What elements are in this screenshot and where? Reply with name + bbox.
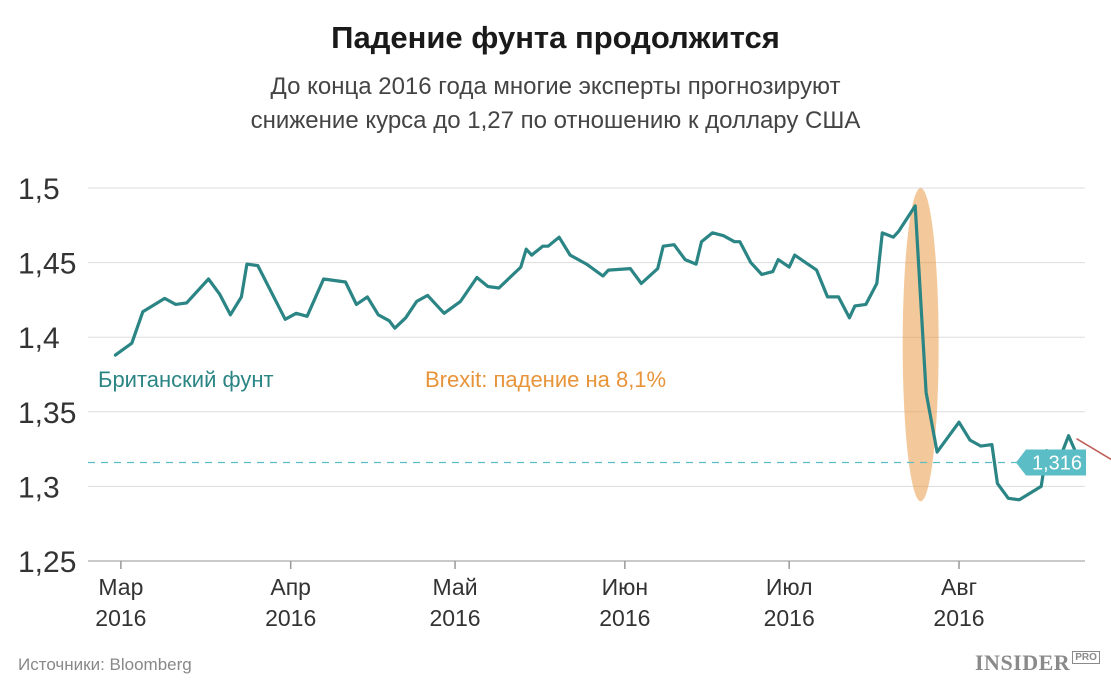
x-tick-year: 2016 — [95, 605, 146, 631]
x-tick-year: 2016 — [265, 605, 316, 631]
brexit-highlight-ellipse — [902, 188, 939, 502]
y-tick-label: 1,45 — [18, 248, 76, 281]
x-tick-year: 2016 — [933, 605, 984, 631]
x-tick-month: Мар — [98, 574, 143, 600]
y-axis-ticks: 1,25 1,3 1,35 1,4 1,45 1,5 — [18, 173, 76, 579]
brexit-annotation-label: Brexit: падение на 8,1% — [425, 367, 666, 392]
reference-value-badge: 1,316 — [1016, 449, 1086, 476]
x-tick-month: Июн — [602, 574, 648, 600]
y-tick-label: 1,35 — [18, 397, 76, 430]
logo-text: INSIDER — [975, 650, 1071, 675]
reference-badge-label: 1,316 — [1032, 453, 1082, 475]
source-note: Источники: Bloomberg — [18, 655, 192, 674]
x-tick-month: Авг — [941, 574, 977, 600]
chart-title: Падение фунта продолжится — [331, 20, 780, 55]
x-tick-year: 2016 — [764, 605, 815, 631]
chart-subtitle: До конца 2016 года многие эксперты прогн… — [0, 70, 1111, 138]
subtitle-line-1: До конца 2016 года многие эксперты прогн… — [270, 73, 841, 100]
series-label: Британский фунт — [98, 367, 274, 392]
forecast-arrow-line — [1076, 437, 1111, 461]
y-tick-label: 1,3 — [18, 471, 60, 504]
x-axis-ticks: Мар 2016 Апр 2016 Май 2016 Июн 2016 Июл 2016 Авг 20… — [95, 561, 985, 631]
y-tick-label: 1,5 — [18, 173, 60, 206]
y-tick-label: 1,25 — [18, 546, 76, 579]
forecast-arrow — [1076, 437, 1111, 461]
series-line — [113, 204, 1082, 502]
x-tick-year: 2016 — [429, 605, 480, 631]
x-tick-year: 2016 — [599, 605, 650, 631]
subtitle-line-2: снижение курса до 1,27 по отношению к до… — [250, 107, 861, 134]
logo-pro-badge: PRO — [1072, 651, 1100, 664]
series-group — [113, 204, 1082, 502]
insider-pro-logo: INSIDER PRO — [975, 650, 1100, 676]
reference-badge-shape — [1016, 449, 1086, 476]
y-tick-label: 1,4 — [18, 322, 60, 355]
x-tick-month: Май — [432, 574, 477, 600]
x-tick-month: Июл — [766, 574, 813, 600]
x-tick-month: Апр — [270, 574, 311, 600]
